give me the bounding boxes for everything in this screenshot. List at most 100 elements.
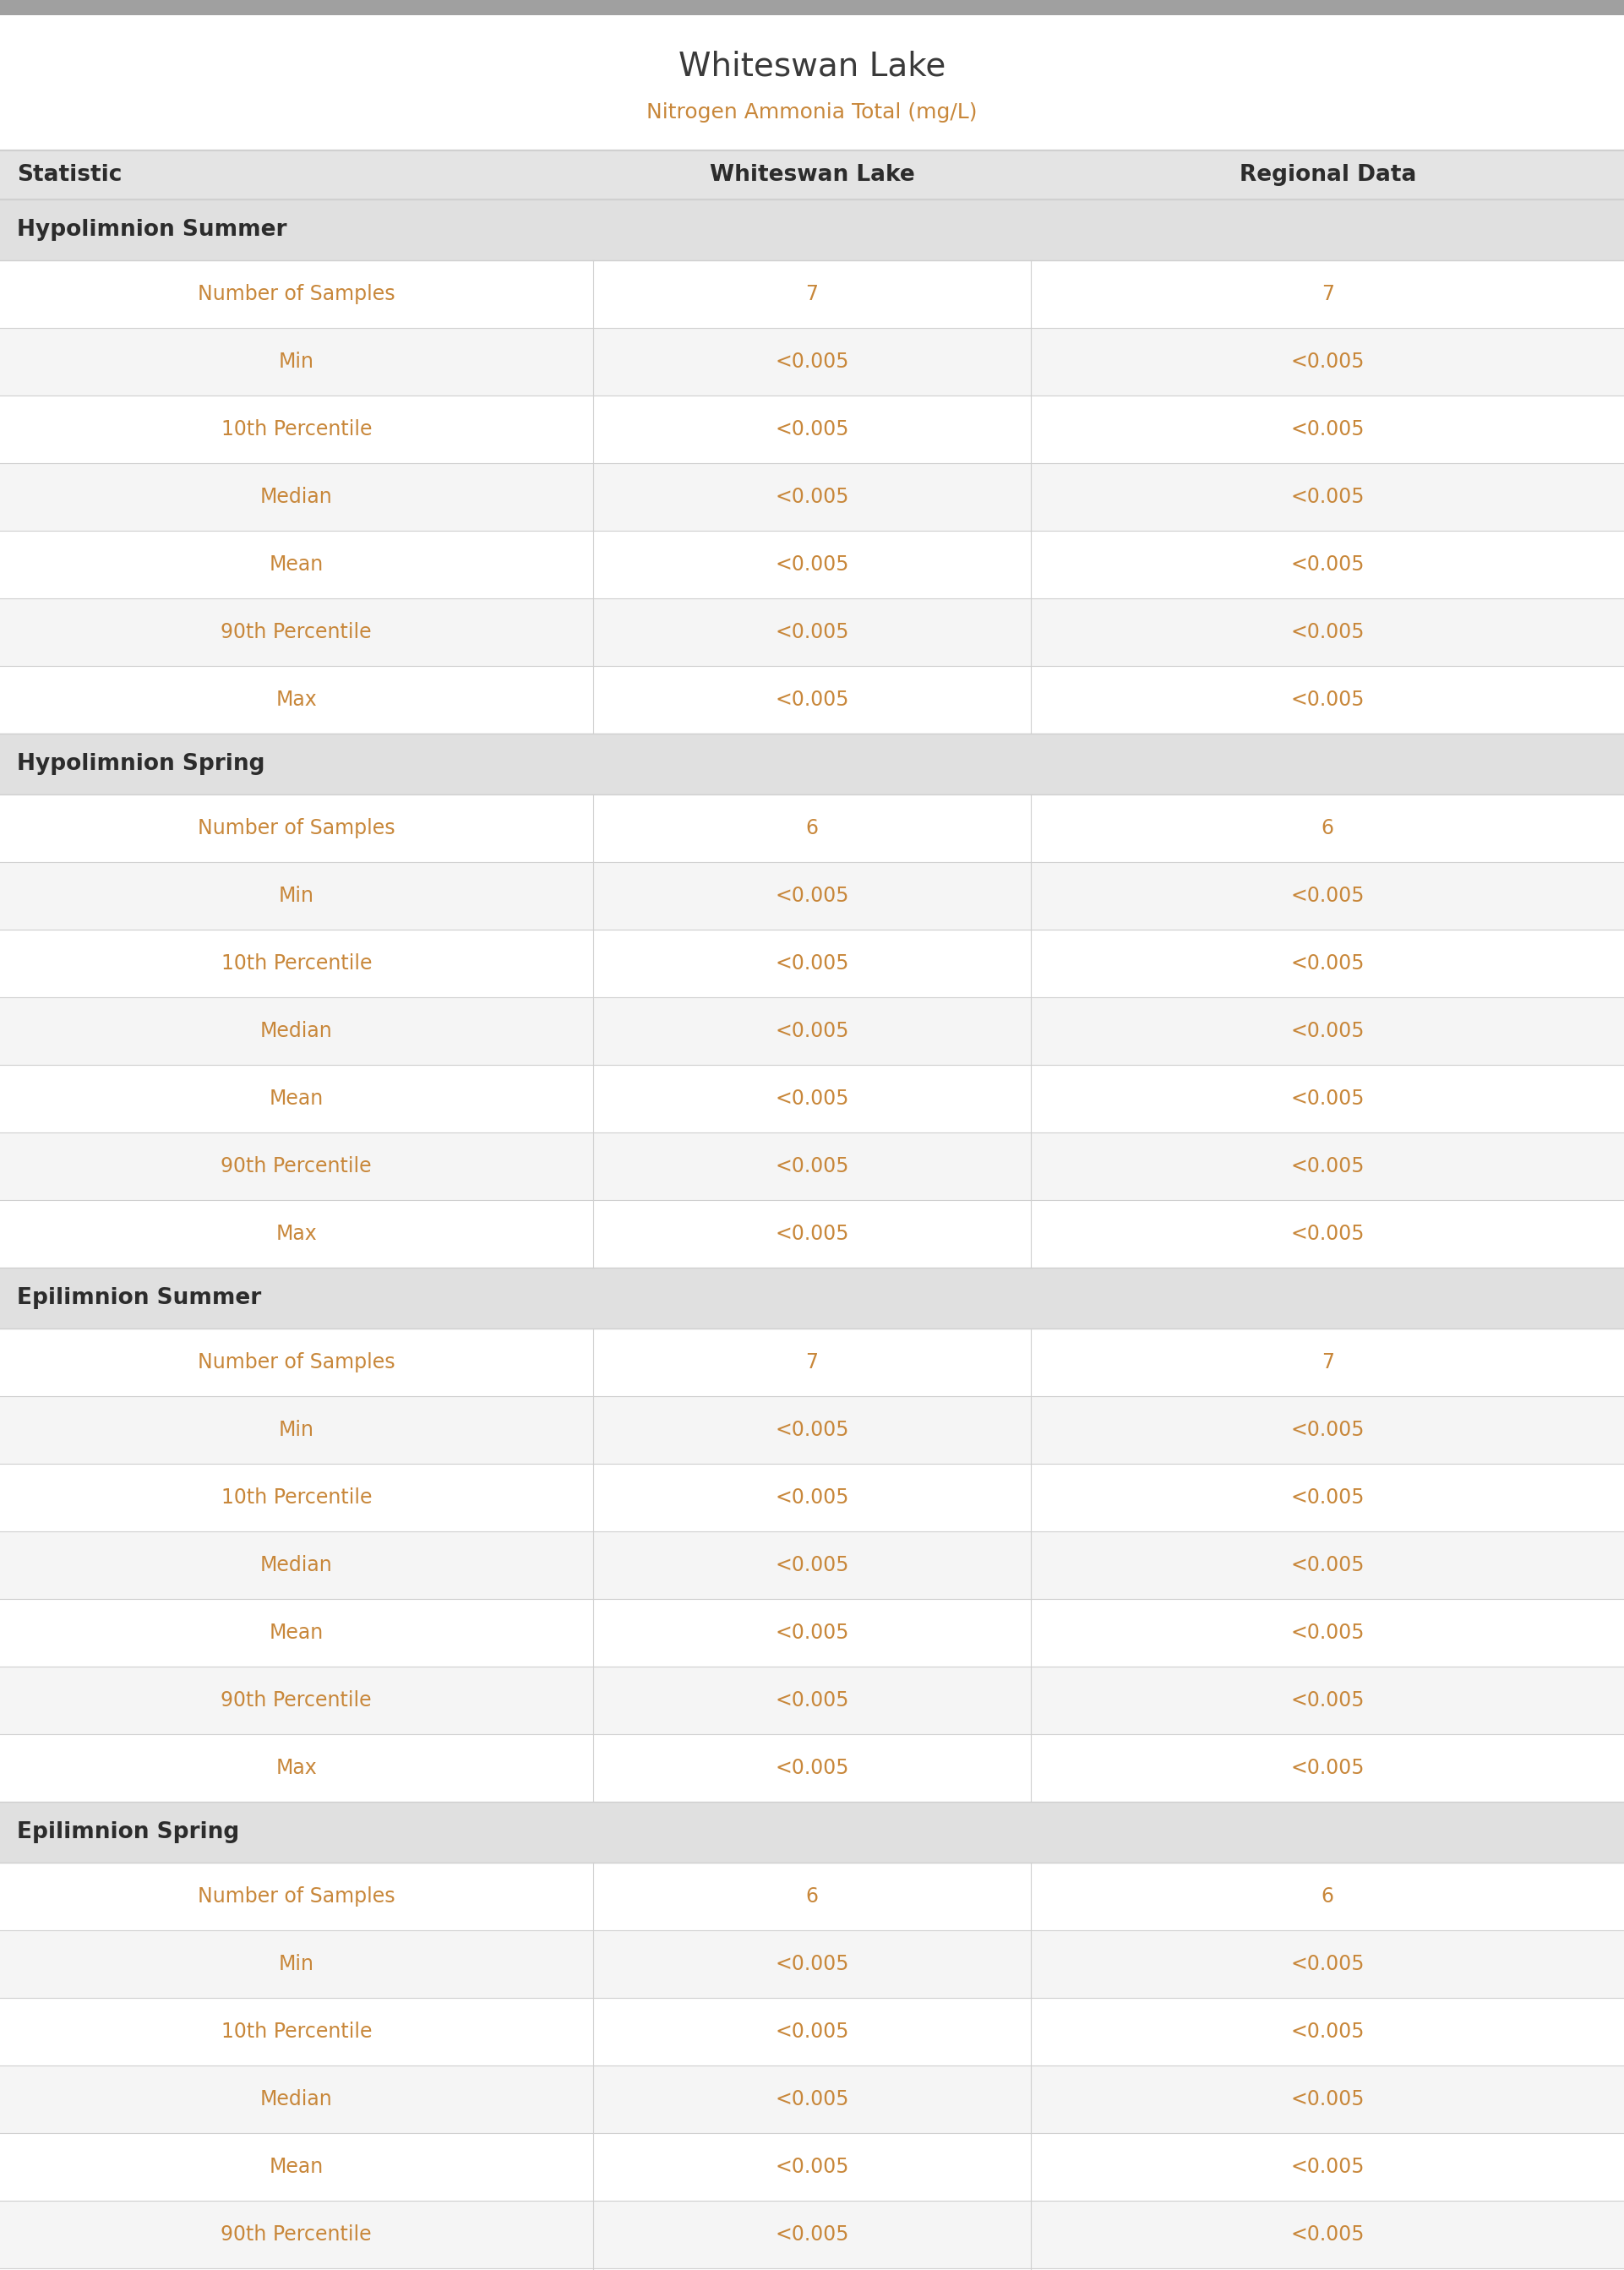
Text: <0.005: <0.005	[1291, 554, 1364, 574]
Text: 10th Percentile: 10th Percentile	[221, 953, 372, 974]
Text: Min: Min	[279, 1419, 313, 1439]
Text: <0.005: <0.005	[1291, 1224, 1364, 1244]
Text: Max: Max	[276, 690, 317, 711]
Text: <0.005: <0.005	[1291, 420, 1364, 440]
Bar	[0, 1328, 1624, 1396]
Bar	[0, 200, 1624, 261]
Text: <0.005: <0.005	[775, 885, 849, 906]
Bar	[0, 1396, 1624, 1464]
Text: <0.005: <0.005	[775, 1022, 849, 1042]
Text: <0.005: <0.005	[1291, 1757, 1364, 1777]
Text: Min: Min	[279, 1954, 313, 1975]
Text: <0.005: <0.005	[775, 2225, 849, 2245]
Text: Epilimnion Summer: Epilimnion Summer	[16, 1287, 261, 1310]
Text: Number of Samples: Number of Samples	[198, 1353, 395, 1373]
Bar	[0, 1666, 1624, 1734]
Text: Median: Median	[260, 1022, 333, 1042]
Text: <0.005: <0.005	[1291, 953, 1364, 974]
Text: <0.005: <0.005	[775, 1623, 849, 1643]
Bar	[0, 2200, 1624, 2268]
Text: 90th Percentile: 90th Percentile	[221, 2225, 372, 2245]
Bar	[0, 16, 1624, 150]
Text: Number of Samples: Number of Samples	[198, 284, 395, 304]
Bar	[0, 1930, 1624, 1998]
Text: <0.005: <0.005	[775, 1954, 849, 1975]
Text: Whiteswan Lake: Whiteswan Lake	[679, 50, 945, 82]
Bar	[0, 1133, 1624, 1201]
Text: <0.005: <0.005	[1291, 486, 1364, 506]
Text: <0.005: <0.005	[1291, 2156, 1364, 2177]
Text: <0.005: <0.005	[1291, 2225, 1364, 2245]
Text: 10th Percentile: 10th Percentile	[221, 420, 372, 440]
Text: <0.005: <0.005	[775, 1090, 849, 1108]
Bar	[0, 2134, 1624, 2200]
Bar	[0, 1267, 1624, 1328]
Text: Min: Min	[279, 885, 313, 906]
Text: Number of Samples: Number of Samples	[198, 817, 395, 838]
Text: <0.005: <0.005	[1291, 1487, 1364, 1507]
Text: Number of Samples: Number of Samples	[198, 1886, 395, 1907]
Text: <0.005: <0.005	[775, 1555, 849, 1575]
Text: 7: 7	[1322, 1353, 1333, 1373]
Bar	[0, 463, 1624, 531]
Text: 90th Percentile: 90th Percentile	[221, 1155, 372, 1176]
Text: Mean: Mean	[270, 554, 323, 574]
Text: Median: Median	[260, 486, 333, 506]
Bar	[0, 1065, 1624, 1133]
Text: Regional Data: Regional Data	[1239, 163, 1416, 186]
Text: <0.005: <0.005	[1291, 622, 1364, 642]
Text: Nitrogen Ammonia Total (mg/L): Nitrogen Ammonia Total (mg/L)	[646, 102, 978, 123]
Text: <0.005: <0.005	[775, 1155, 849, 1176]
Text: 6: 6	[806, 817, 818, 838]
Text: Hypolimnion Summer: Hypolimnion Summer	[16, 218, 287, 241]
Bar	[0, 1598, 1624, 1666]
Bar	[0, 997, 1624, 1065]
Bar	[0, 794, 1624, 863]
Text: 10th Percentile: 10th Percentile	[221, 2023, 372, 2041]
Text: <0.005: <0.005	[775, 953, 849, 974]
Text: <0.005: <0.005	[775, 352, 849, 372]
Text: <0.005: <0.005	[775, 2088, 849, 2109]
Text: Whiteswan Lake: Whiteswan Lake	[710, 163, 914, 186]
Text: <0.005: <0.005	[1291, 1419, 1364, 1439]
Text: Max: Max	[276, 1757, 317, 1777]
Bar	[0, 0, 1624, 16]
Bar	[0, 1201, 1624, 1267]
Text: 7: 7	[1322, 284, 1333, 304]
Bar	[0, 531, 1624, 599]
Bar	[0, 1802, 1624, 1864]
Text: Median: Median	[260, 2088, 333, 2109]
Bar	[0, 1734, 1624, 1802]
Text: <0.005: <0.005	[775, 2156, 849, 2177]
Bar	[0, 395, 1624, 463]
Text: <0.005: <0.005	[1291, 690, 1364, 711]
Text: <0.005: <0.005	[1291, 352, 1364, 372]
Bar	[0, 261, 1624, 327]
Text: Hypolimnion Spring: Hypolimnion Spring	[16, 754, 265, 774]
Text: <0.005: <0.005	[1291, 1555, 1364, 1575]
Bar	[0, 2066, 1624, 2134]
Bar	[0, 733, 1624, 794]
Bar	[0, 1864, 1624, 1930]
Bar	[0, 665, 1624, 733]
Bar	[0, 599, 1624, 665]
Text: 6: 6	[1322, 817, 1333, 838]
Text: <0.005: <0.005	[1291, 885, 1364, 906]
Text: Statistic: Statistic	[16, 163, 122, 186]
Text: <0.005: <0.005	[775, 1419, 849, 1439]
Text: 6: 6	[806, 1886, 818, 1907]
Text: <0.005: <0.005	[1291, 1691, 1364, 1712]
Text: 10th Percentile: 10th Percentile	[221, 1487, 372, 1507]
Text: Epilimnion Spring: Epilimnion Spring	[16, 1821, 239, 1843]
Text: <0.005: <0.005	[1291, 1090, 1364, 1108]
Bar	[0, 863, 1624, 931]
Text: <0.005: <0.005	[775, 486, 849, 506]
Bar	[0, 1464, 1624, 1532]
Bar	[0, 150, 1624, 200]
Text: 7: 7	[806, 284, 818, 304]
Text: <0.005: <0.005	[1291, 2023, 1364, 2041]
Text: <0.005: <0.005	[775, 1487, 849, 1507]
Text: Mean: Mean	[270, 2156, 323, 2177]
Text: <0.005: <0.005	[1291, 1022, 1364, 1042]
Text: Max: Max	[276, 1224, 317, 1244]
